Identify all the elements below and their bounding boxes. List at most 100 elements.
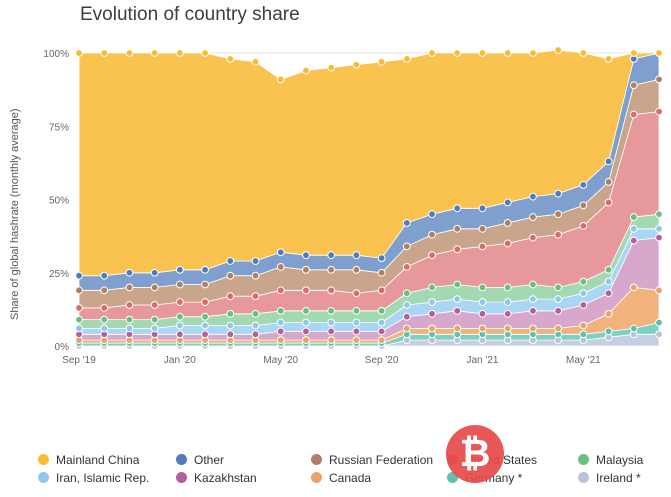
legend-swatch-icon [176, 454, 187, 465]
data-point [579, 180, 588, 189]
data-point [655, 224, 663, 233]
data-point [150, 268, 159, 277]
legend-label: Iran, Islamic Rep. [56, 471, 150, 485]
data-point [655, 49, 663, 57]
legend-item[interactable]: Canada [311, 471, 371, 485]
data-point [529, 280, 537, 289]
y-tick-label: 50% [49, 196, 69, 207]
legend-item[interactable]: Iran, Islamic Rep. [38, 471, 149, 485]
data-point [302, 318, 310, 327]
data-point [554, 324, 563, 333]
data-point [276, 336, 285, 345]
data-point [655, 107, 663, 116]
data-point [554, 189, 563, 198]
data-point [503, 324, 512, 333]
data-point [579, 277, 588, 286]
data-point [579, 201, 588, 210]
data-point [352, 289, 361, 298]
data-point [100, 315, 109, 324]
data-point [276, 327, 285, 336]
data-point [579, 49, 588, 57]
data-point [604, 309, 613, 318]
data-point [478, 298, 487, 306]
data-point [150, 315, 159, 324]
data-point [251, 271, 260, 280]
data-point [201, 280, 209, 289]
data-point [100, 304, 109, 312]
data-point [302, 251, 310, 260]
data-point [201, 321, 209, 330]
data-point [251, 330, 260, 339]
legend-item[interactable]: Russian Federation [311, 453, 433, 467]
data-point [453, 306, 462, 315]
data-point [251, 309, 260, 318]
data-point [529, 192, 537, 201]
data-point [125, 49, 134, 57]
data-point [377, 318, 386, 327]
data-point [503, 283, 512, 292]
data-point [75, 271, 83, 280]
data-point [352, 318, 361, 327]
legend-item[interactable]: Kazakhstan [176, 471, 257, 485]
legend-swatch-icon [38, 472, 49, 483]
data-point [327, 286, 336, 295]
data-point [226, 292, 235, 301]
data-point [302, 327, 310, 336]
data-point [655, 318, 663, 327]
data-point [529, 49, 537, 57]
data-point [428, 283, 436, 292]
data-point [125, 301, 134, 309]
data-point [276, 306, 285, 315]
x-tick-label: Jan '20 [164, 355, 196, 366]
data-point [579, 321, 588, 330]
stacked-area-chart: 0% 25% 50% 75% 100% Sep '19 Jan '20 May '20 Sep… [43, 46, 663, 366]
data-point [352, 251, 361, 260]
legend-label: Malaysia [596, 453, 644, 467]
data-point [629, 283, 638, 292]
data-point [604, 198, 613, 207]
data-point [402, 262, 411, 271]
data-point [100, 271, 109, 280]
y-tick-label: 0% [55, 342, 70, 353]
x-tick-label: May '21 [566, 355, 601, 366]
data-point [226, 330, 235, 339]
legend-item[interactable]: Malaysia [578, 453, 643, 467]
x-tick-label: May '20 [263, 355, 298, 366]
data-point [276, 75, 285, 84]
data-point [402, 312, 411, 321]
legend-swatch-icon [578, 454, 589, 465]
legend-item[interactable]: Ireland * [578, 471, 641, 485]
data-point [175, 330, 184, 339]
data-point [327, 306, 336, 315]
data-point [655, 210, 663, 219]
data-point [453, 245, 462, 254]
data-point [428, 251, 436, 260]
data-point [75, 49, 83, 57]
data-point [201, 298, 209, 306]
data-point [428, 49, 436, 57]
y-tick-label: 75% [49, 122, 69, 133]
data-point [554, 46, 563, 54]
data-point [478, 283, 487, 292]
data-point [75, 304, 83, 312]
data-point [327, 327, 336, 336]
data-point [125, 268, 134, 277]
data-point [478, 309, 487, 318]
data-point [125, 315, 134, 324]
legend-item[interactable]: Other [176, 453, 224, 467]
data-point [201, 312, 209, 321]
data-point [276, 262, 285, 271]
data-point [352, 336, 361, 345]
data-point [629, 324, 638, 333]
data-point [453, 280, 462, 289]
data-point [226, 257, 235, 265]
data-point [226, 321, 235, 330]
data-point [604, 327, 613, 336]
data-point [503, 298, 512, 306]
data-point [655, 330, 663, 339]
data-point [175, 49, 184, 57]
legend-swatch-icon [176, 472, 187, 483]
data-point [251, 292, 260, 301]
data-point [503, 198, 512, 207]
legend-item[interactable]: Mainland China [38, 453, 139, 467]
